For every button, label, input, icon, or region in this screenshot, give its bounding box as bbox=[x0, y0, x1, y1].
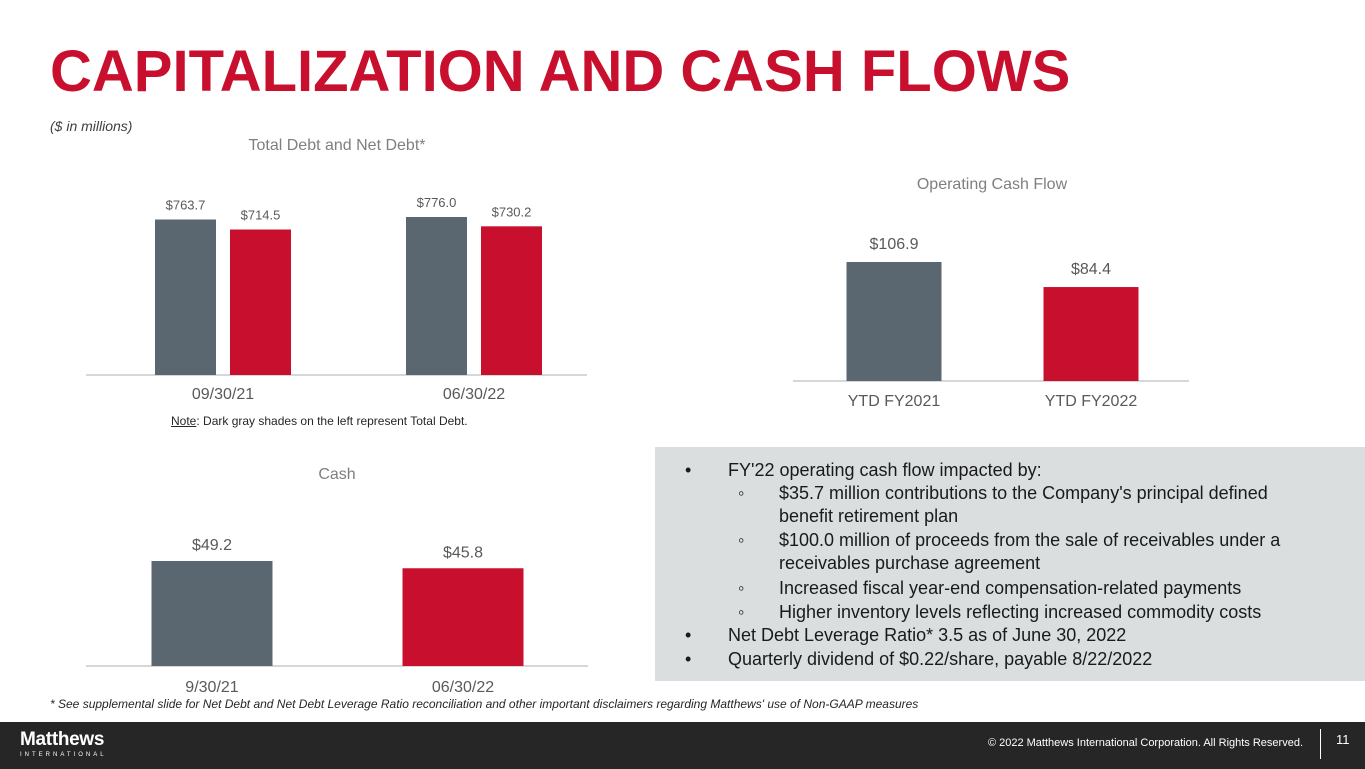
ocf-bar bbox=[1043, 287, 1139, 381]
sub-bullet-item: Increased fiscal year-end compensation-r… bbox=[738, 577, 1298, 600]
sub-bullet-item: $100.0 million of proceeds from the sale… bbox=[738, 529, 1298, 575]
page-number: 11 bbox=[1336, 732, 1350, 747]
cash-bar bbox=[402, 568, 524, 666]
cash-value-label: $45.8 bbox=[443, 544, 483, 561]
cash-chart-svg: Cash $49.2 $45.8 9/30/21 06/30/22 bbox=[86, 466, 588, 696]
debt-chart: Total Debt and Net Debt* $763.7 $776.0 $71… bbox=[80, 130, 620, 403]
ocf-chart: Operating Cash Flow $106.9 $84.4 YTD FY20… bbox=[790, 170, 1200, 415]
ocf-category-label: YTD FY2021 bbox=[848, 393, 941, 410]
copyright-text: © 2022 Matthews International Corporatio… bbox=[987, 737, 1303, 749]
debt-bar bbox=[406, 217, 467, 375]
debt-bar bbox=[481, 226, 542, 375]
ocf-value-label: $106.9 bbox=[870, 236, 919, 253]
ocf-category-label: YTD FY2022 bbox=[1045, 393, 1138, 410]
cash-bar bbox=[151, 561, 273, 666]
ocf-value-label: $84.4 bbox=[1071, 261, 1111, 278]
debt-bar bbox=[155, 219, 216, 375]
logo-subtitle: INTERNATIONAL bbox=[20, 752, 107, 758]
cash-chart: Cash $49.2 $45.8 9/30/21 06/30/22 bbox=[80, 460, 620, 696]
highlights-box: FY'22 operating cash flow impacted by: $… bbox=[655, 447, 1365, 681]
debt-value-label: $763.7 bbox=[166, 198, 206, 213]
debt-note-text: : Dark gray shades on the left represent… bbox=[196, 414, 468, 428]
debt-value-label: $776.0 bbox=[417, 195, 457, 210]
units-note: ($ in millions) bbox=[50, 118, 133, 134]
debt-value-label: $730.2 bbox=[492, 204, 532, 219]
footnote: * See supplemental slide for Net Debt an… bbox=[50, 697, 919, 711]
ocf-chart-svg: Operating Cash Flow $106.9 $84.4 YTD FY20… bbox=[793, 176, 1189, 410]
sub-bullet-item: Higher inventory levels reflecting incre… bbox=[738, 601, 1298, 624]
company-logo: Matthews INTERNATIONAL bbox=[20, 729, 107, 759]
footer-divider bbox=[1320, 729, 1321, 759]
debt-category-label: 09/30/21 bbox=[192, 386, 254, 403]
debt-note-prefix: Note bbox=[171, 414, 197, 428]
ocf-bar bbox=[846, 262, 942, 381]
sub-bullet-item: $35.7 million contributions to the Compa… bbox=[738, 482, 1298, 528]
page-title: CAPITALIZATION AND CASH FLOWS bbox=[50, 39, 1071, 104]
debt-note: Note: Dark gray shades on the left repre… bbox=[171, 414, 468, 428]
debt-chart-title: Total Debt and Net Debt* bbox=[249, 137, 426, 154]
debt-bar bbox=[230, 229, 291, 375]
debt-value-label: $714.5 bbox=[241, 208, 281, 223]
debt-chart-svg: Total Debt and Net Debt* $763.7 $776.0 $71… bbox=[86, 137, 587, 403]
cash-category-label: 06/30/22 bbox=[432, 679, 494, 696]
cash-chart-title: Cash bbox=[318, 466, 355, 483]
logo-wordmark: Matthews bbox=[20, 729, 105, 750]
cash-value-label: $49.2 bbox=[192, 537, 232, 554]
cash-category-label: 9/30/21 bbox=[185, 679, 238, 696]
footer-bar: Matthews INTERNATIONAL © 2022 Matthews I… bbox=[0, 722, 1365, 769]
ocf-chart-title: Operating Cash Flow bbox=[917, 176, 1068, 193]
debt-category-label: 06/30/22 bbox=[443, 386, 505, 403]
